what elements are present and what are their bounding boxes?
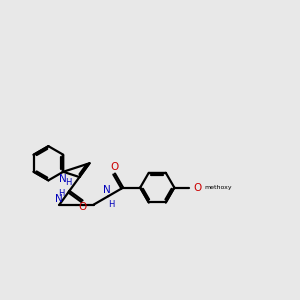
- Text: N: N: [56, 194, 63, 203]
- Text: O: O: [193, 183, 202, 193]
- Text: O: O: [78, 202, 87, 212]
- Text: methoxy: methoxy: [204, 185, 232, 190]
- Text: N: N: [59, 174, 67, 184]
- Text: O: O: [110, 162, 118, 172]
- Text: H: H: [65, 178, 72, 187]
- Text: N: N: [103, 185, 111, 195]
- Text: H: H: [58, 189, 64, 198]
- Text: H: H: [108, 200, 114, 209]
